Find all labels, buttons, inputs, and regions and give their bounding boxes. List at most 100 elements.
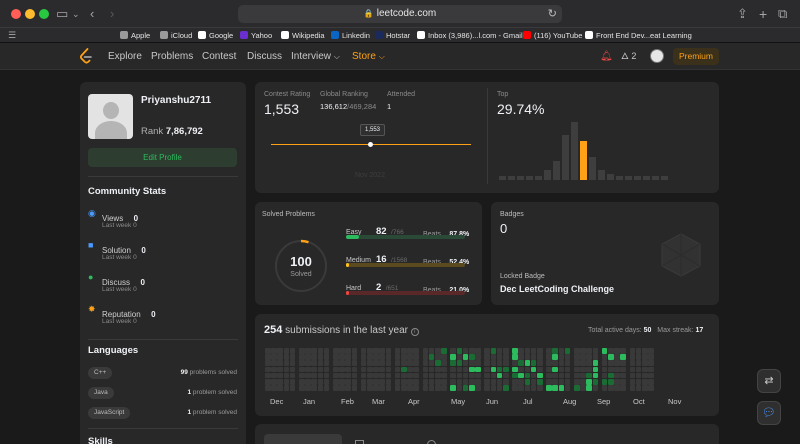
heatmap-cell[interactable] [546, 348, 552, 354]
heatmap-cell[interactable] [345, 379, 351, 385]
heatmap-cell[interactable] [401, 354, 407, 360]
heatmap-cell[interactable] [305, 354, 311, 360]
heatmap-cell[interactable] [574, 379, 580, 385]
heatmap-cell[interactable] [379, 385, 385, 391]
heatmap-cell[interactable] [552, 360, 558, 366]
heatmap-cell[interactable] [407, 385, 413, 391]
heatmap-cell[interactable] [351, 366, 358, 373]
heatmap-cell[interactable] [441, 385, 447, 391]
heatmap-cell[interactable] [456, 354, 463, 360]
heatmap-cell[interactable] [592, 379, 599, 385]
heatmap-cell[interactable] [333, 372, 339, 379]
heatmap-cell[interactable] [629, 379, 636, 385]
heatmap-cell[interactable] [339, 348, 345, 354]
solution-tab-icon[interactable] [427, 440, 436, 444]
heatmap-cell[interactable] [367, 379, 373, 385]
heatmap-cell[interactable] [333, 379, 339, 385]
heatmap-cell[interactable] [339, 385, 345, 391]
heatmap-cell[interactable] [450, 354, 456, 360]
heatmap-cell[interactable] [592, 348, 599, 354]
heatmap-cell[interactable] [564, 372, 571, 379]
nav-explore[interactable]: Explore [108, 51, 142, 62]
bell-icon[interactable]: 🔔︎ [600, 51, 613, 62]
heatmap-cell[interactable] [385, 385, 392, 391]
back-icon[interactable]: ‹ [90, 6, 95, 21]
heatmap-cell[interactable] [614, 385, 620, 391]
heatmap-cell[interactable] [614, 372, 620, 379]
heatmap-cell[interactable] [277, 354, 283, 360]
heatmap-cell[interactable] [552, 366, 558, 373]
heatmap-cell[interactable] [277, 360, 283, 366]
heatmap-cell[interactable] [317, 360, 324, 366]
heatmap-cell[interactable] [317, 366, 324, 373]
sidebar-toggle-icon[interactable]: ▭ [56, 6, 69, 21]
heatmap-cell[interactable] [441, 348, 447, 354]
heatmap-cell[interactable] [601, 354, 608, 360]
heatmap-cell[interactable] [379, 372, 385, 379]
heatmap-cell[interactable] [648, 385, 654, 391]
heatmap-cell[interactable] [333, 348, 339, 354]
heatmap-cell[interactable] [456, 372, 463, 379]
heatmap-cell[interactable] [648, 354, 654, 360]
heatmap-cell[interactable] [620, 354, 626, 360]
heatmap-cell[interactable] [373, 354, 379, 360]
heatmap-cell[interactable] [512, 372, 518, 379]
heatmap-cell[interactable] [450, 385, 456, 391]
heatmap-cell[interactable] [394, 348, 401, 354]
heatmap-cell[interactable] [345, 354, 351, 360]
heatmap-cell[interactable] [360, 372, 367, 379]
heatmap-cell[interactable] [518, 385, 524, 391]
heatmap-cell[interactable] [265, 360, 271, 366]
heatmap-cell[interactable] [503, 360, 509, 366]
heatmap-cell[interactable] [407, 379, 413, 385]
heatmap-cell[interactable] [271, 379, 277, 385]
histogram-bar[interactable] [517, 176, 524, 180]
heatmap-cell[interactable] [592, 372, 599, 379]
heatmap-cell[interactable] [407, 366, 413, 373]
heatmap-cell[interactable] [317, 354, 324, 360]
heatmap-cell[interactable] [496, 379, 503, 385]
heatmap-cell[interactable] [503, 385, 509, 391]
heatmap-cell[interactable] [422, 379, 429, 385]
heatmap-cell[interactable] [635, 366, 642, 373]
heatmap-cell[interactable] [462, 360, 469, 366]
heatmap-cell[interactable] [512, 379, 518, 385]
heatmap-cell[interactable] [360, 379, 367, 385]
heatmap-cell[interactable] [608, 385, 614, 391]
heatmap-cell[interactable] [277, 372, 283, 379]
heatmap-cell[interactable] [407, 372, 413, 379]
heatmap-cell[interactable] [524, 379, 531, 385]
heatmap-cell[interactable] [289, 385, 296, 391]
heatmap-cell[interactable] [530, 372, 537, 379]
heatmap-cell[interactable] [422, 366, 429, 373]
histogram-bar[interactable] [607, 174, 614, 180]
histogram-bar[interactable] [553, 161, 560, 180]
heatmap-cell[interactable] [428, 372, 435, 379]
heatmap-cell[interactable] [373, 348, 379, 354]
heatmap-cell[interactable] [311, 354, 317, 360]
heatmap-cell[interactable] [635, 379, 642, 385]
heatmap-cell[interactable] [305, 379, 311, 385]
heatmap-cell[interactable] [469, 348, 475, 354]
histogram-bar[interactable] [652, 176, 659, 180]
heatmap-cell[interactable] [339, 379, 345, 385]
heatmap-cell[interactable] [428, 385, 435, 391]
heatmap-cell[interactable] [435, 385, 441, 391]
histogram-bar[interactable] [562, 135, 569, 180]
histogram-bar[interactable] [580, 141, 587, 180]
heatmap-cell[interactable] [373, 366, 379, 373]
heatmap-cell[interactable] [496, 348, 503, 354]
heatmap-cell[interactable] [475, 348, 481, 354]
heatmap-cell[interactable] [265, 372, 271, 379]
heatmap-cell[interactable] [379, 354, 385, 360]
heatmap-cell[interactable] [289, 379, 296, 385]
heatmap-cell[interactable] [490, 360, 497, 366]
heatmap-cell[interactable] [283, 372, 290, 379]
heatmap-cell[interactable] [484, 354, 490, 360]
heatmap-cell[interactable] [503, 372, 509, 379]
heatmap-cell[interactable] [490, 348, 497, 354]
heatmap-cell[interactable] [524, 385, 531, 391]
heatmap-cell[interactable] [401, 379, 407, 385]
language-tag[interactable]: Java [88, 387, 114, 399]
heatmap-cell[interactable] [345, 348, 351, 354]
